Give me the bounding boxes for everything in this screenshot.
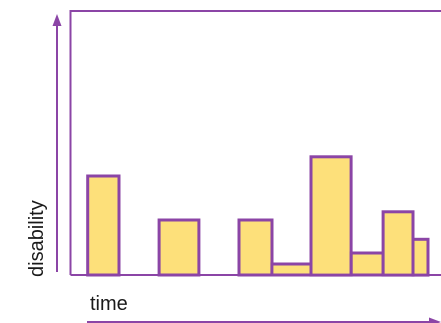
bar-6	[349, 251, 385, 277]
bar-2	[157, 218, 201, 277]
x-axis-label: time	[90, 293, 128, 315]
bar-5	[309, 155, 353, 277]
bar-8	[411, 237, 430, 277]
bar-4	[270, 262, 313, 277]
bar-7	[381, 210, 415, 277]
x-axis-arrowhead	[429, 317, 441, 323]
bars	[86, 155, 430, 277]
y-axis-label: disability	[26, 200, 48, 277]
bar-3	[237, 218, 274, 277]
y-axis-arrowhead	[52, 14, 62, 26]
bar-1	[86, 174, 121, 277]
